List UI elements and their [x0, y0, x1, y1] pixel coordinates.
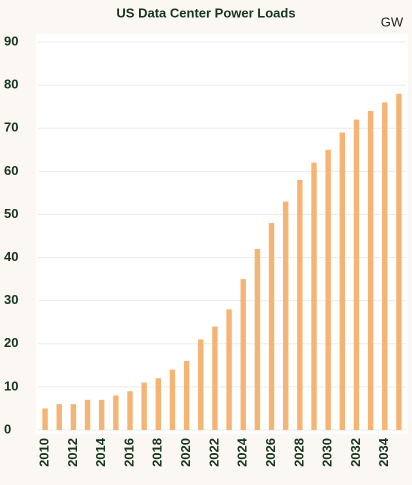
bar: [240, 279, 246, 430]
bar: [183, 361, 190, 430]
bar: [367, 110, 374, 430]
x-tick-label: 2026: [263, 438, 278, 467]
unit-label: GW: [381, 14, 404, 29]
bar: [113, 395, 119, 430]
bar: [56, 404, 62, 430]
bar: [325, 149, 331, 430]
bar: [70, 404, 77, 430]
x-tick-label: 2030: [320, 438, 335, 467]
bar: [127, 391, 133, 430]
y-tick-label: 0: [4, 421, 11, 436]
x-tick-label: 2018: [150, 438, 165, 467]
y-tick-label: 50: [4, 206, 18, 221]
x-tick-label: 2010: [37, 438, 52, 467]
y-tick-label: 10: [4, 378, 18, 393]
bar: [98, 399, 105, 430]
bar: [268, 223, 275, 430]
x-tick-label: 2034: [376, 437, 391, 467]
y-tick-label: 90: [4, 33, 18, 48]
bar: [339, 132, 346, 431]
bar: [254, 248, 261, 430]
bar: [198, 339, 204, 430]
x-tick-label: 2028: [291, 438, 306, 467]
y-tick-label: 20: [4, 335, 18, 350]
y-tick-label: 70: [4, 120, 18, 135]
bar: [212, 326, 218, 430]
bar: [353, 119, 360, 430]
bar: [155, 378, 162, 430]
bar: [84, 399, 91, 430]
x-tick-label: 2032: [348, 438, 363, 467]
bar: [42, 408, 48, 430]
bar: [311, 162, 317, 430]
y-tick-label: 60: [4, 163, 18, 178]
bar: [282, 201, 289, 430]
x-tick-label: 2020: [178, 438, 193, 467]
y-tick-label: 40: [4, 249, 18, 264]
bar: [396, 93, 402, 430]
y-tick-label: 80: [4, 77, 18, 92]
x-tick-label: 2022: [206, 438, 221, 467]
bar: [169, 369, 176, 430]
bar: [297, 179, 303, 430]
bar: [141, 382, 147, 430]
bar: [226, 309, 232, 430]
x-tick-label: 2014: [93, 437, 108, 467]
chart-title: US Data Center Power Loads: [116, 5, 295, 20]
y-tick-label: 30: [4, 292, 18, 307]
x-tick-label: 2024: [235, 437, 250, 467]
plot-area: [36, 34, 408, 434]
bar: [382, 102, 388, 430]
x-tick-label: 2012: [65, 438, 80, 467]
x-tick-label: 2016: [121, 438, 136, 467]
